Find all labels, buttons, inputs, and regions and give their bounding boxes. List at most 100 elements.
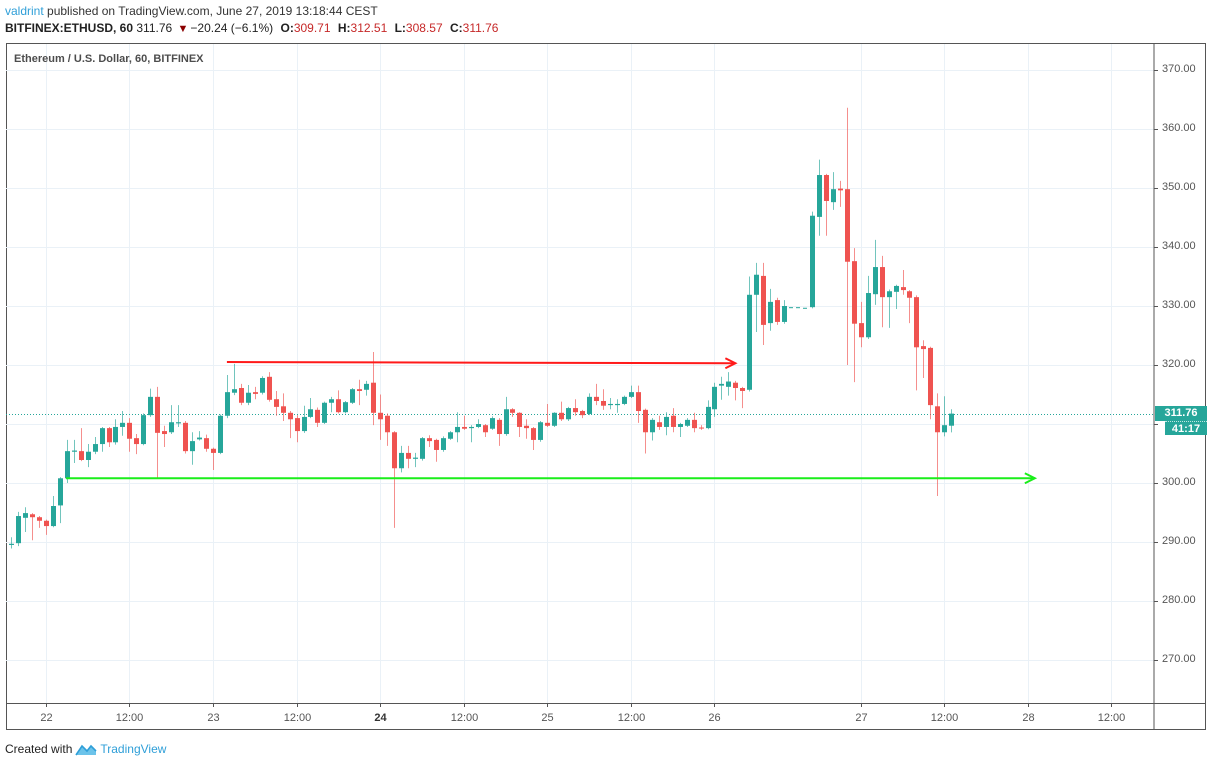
annotations — [66, 357, 1038, 485]
candle-body — [211, 448, 216, 453]
candle — [469, 425, 474, 443]
candle — [93, 436, 98, 455]
candle-body — [615, 403, 620, 406]
candle — [16, 511, 21, 547]
down-triangle-icon: ▼ — [177, 23, 189, 35]
candle — [476, 419, 481, 429]
candle — [782, 300, 787, 324]
time-tick-label: 28 — [1022, 712, 1035, 724]
candle-body — [427, 438, 432, 442]
candle — [685, 418, 690, 427]
candle-body — [100, 428, 105, 445]
candle-body — [629, 392, 634, 397]
arrow-head-icon — [1024, 472, 1038, 485]
candle-body — [232, 389, 237, 393]
candle-body — [552, 412, 557, 426]
candle-body — [510, 409, 515, 413]
candle-body — [866, 293, 871, 338]
candle — [322, 401, 327, 424]
candle — [225, 375, 230, 419]
candle — [204, 434, 209, 452]
candle-body — [413, 457, 418, 459]
candle — [615, 399, 620, 413]
symbol-info: BITFINEX:ETHUSD, 60 311.76 ▼ −20.24 (−6.1… — [5, 21, 498, 35]
candle-body — [650, 419, 655, 433]
candle-body — [434, 439, 439, 450]
candle-body — [148, 396, 153, 416]
candle — [678, 422, 683, 437]
candle — [699, 425, 704, 430]
candle-body — [476, 424, 481, 427]
candle-body — [392, 432, 397, 469]
candle-body — [107, 428, 112, 443]
candle — [134, 434, 139, 455]
candle — [873, 239, 878, 305]
candle-body — [531, 428, 536, 440]
candle-body — [329, 399, 334, 403]
candle-body — [218, 415, 223, 453]
candle — [364, 380, 369, 396]
candle-body — [134, 438, 139, 445]
candle — [211, 447, 216, 471]
candle-body — [315, 409, 320, 423]
candle-body — [524, 425, 529, 429]
candle-body — [949, 413, 954, 426]
time-tick-label: 27 — [855, 712, 868, 724]
time-tick-label: 26 — [708, 712, 721, 724]
candle — [859, 301, 864, 348]
candle-body — [873, 267, 878, 295]
candle-body — [483, 425, 488, 433]
candle — [274, 390, 279, 416]
chart-frame[interactable] — [6, 43, 1206, 730]
candle — [239, 383, 244, 406]
published-text: published on TradingView.com, June 27, 2… — [47, 4, 378, 18]
candle — [350, 388, 355, 404]
candle — [629, 385, 634, 399]
time-tick-label: 12:00 — [1097, 712, 1126, 724]
candle — [907, 290, 912, 324]
candle — [504, 396, 509, 436]
candle-body — [127, 422, 132, 439]
candle — [490, 416, 495, 430]
candle — [587, 393, 592, 416]
candle-body — [678, 424, 683, 427]
candle — [413, 452, 418, 468]
candle-body — [573, 408, 578, 413]
candle — [608, 398, 613, 410]
publish-info: valdrint published on TradingView.com, J… — [5, 4, 378, 18]
candle — [719, 376, 724, 400]
candle-body — [274, 399, 279, 407]
candle — [176, 405, 181, 427]
candles — [9, 107, 954, 549]
candle-body — [155, 396, 160, 433]
candle-body — [594, 396, 599, 401]
candle-body — [838, 188, 843, 191]
candle — [824, 173, 829, 236]
candle — [148, 388, 153, 417]
candle-body — [225, 392, 230, 416]
candle-body — [517, 412, 522, 427]
candle-body — [350, 389, 355, 403]
candle-body — [113, 426, 118, 443]
candle-body — [302, 416, 307, 432]
footer: Created with TradingView — [5, 742, 166, 756]
candle-body — [935, 406, 940, 433]
candle — [267, 372, 272, 402]
candle — [23, 507, 28, 532]
candle-body — [719, 383, 724, 386]
candle — [650, 418, 655, 441]
candle-body — [420, 438, 425, 459]
candle — [573, 399, 578, 416]
tradingview-link[interactable]: TradingView — [100, 742, 167, 756]
candle-body — [72, 450, 77, 452]
candle — [141, 413, 146, 446]
candle — [72, 439, 77, 463]
time-tick-label: 12:00 — [283, 712, 312, 724]
candle-body — [197, 437, 202, 440]
candle-body — [699, 427, 704, 429]
candle-body — [928, 347, 933, 406]
author-link[interactable]: valdrint — [5, 4, 44, 18]
created-with-text: Created with — [5, 742, 73, 756]
price-tick-label: 360.00 — [1162, 122, 1196, 134]
